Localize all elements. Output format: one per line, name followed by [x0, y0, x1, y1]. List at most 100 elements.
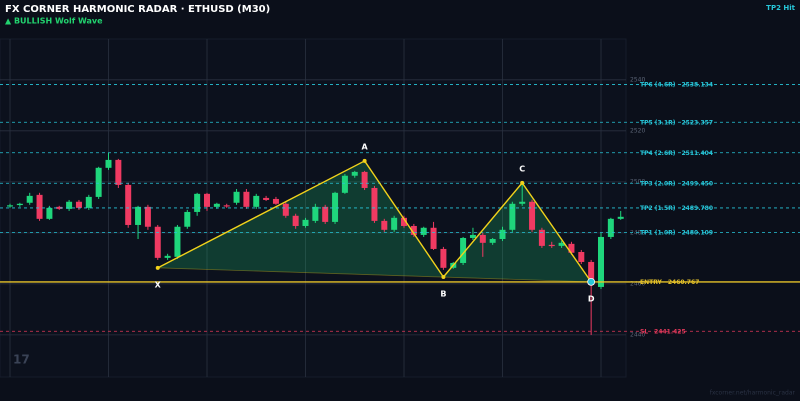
candle-body — [243, 191, 250, 207]
candle-body — [460, 237, 467, 263]
candle-body — [469, 234, 476, 238]
level-price: 2499.450 — [682, 180, 714, 187]
level-name: TP5 (3.1R) — [640, 119, 676, 126]
candle-body — [66, 201, 73, 209]
candle-body — [135, 206, 142, 225]
candle-body — [164, 255, 171, 258]
candle-body — [351, 171, 358, 176]
subtitle: ▲ BULLISH Wolf Wave — [5, 17, 103, 26]
candle-body — [588, 261, 595, 285]
watermark: 17 — [13, 353, 30, 367]
candle-body — [213, 203, 220, 207]
candle-body — [302, 219, 309, 226]
level-name: TP3 (2.0R) — [640, 180, 676, 187]
level-price: 2441.425 — [654, 328, 686, 335]
level-label: TP6 (4.6R) 2538.134 — [640, 81, 713, 88]
level-name: SL — [640, 328, 648, 335]
level-price: 2538.134 — [682, 81, 714, 88]
candle-body — [194, 193, 201, 212]
candle-body — [105, 159, 112, 168]
candle-body — [519, 201, 526, 204]
y-tick-label: 2540 — [630, 76, 645, 83]
level-name: TP2 (1.5R) — [640, 204, 676, 211]
level-label: TP2 (1.5R) 2489.780 — [640, 204, 713, 211]
y-tick-label: 2520 — [630, 127, 645, 134]
level-label: ENTRY 2460.767 — [640, 278, 699, 285]
pattern-point — [155, 265, 160, 270]
candle-body — [46, 207, 53, 219]
candle-body — [154, 226, 161, 258]
pattern-base — [157, 267, 592, 283]
level-price: 2489.780 — [682, 204, 714, 211]
point-label: B — [440, 290, 446, 299]
candle-body — [223, 205, 230, 207]
candle-body — [322, 206, 329, 222]
candle-body — [381, 220, 388, 230]
candle-body — [391, 217, 398, 230]
entry-point — [587, 277, 596, 286]
candle-body — [56, 206, 63, 209]
chart-title: FX CORNER HARMONIC RADAR · ETHUSD (M30) — [5, 4, 270, 15]
pattern-leg — [157, 160, 365, 269]
candle-body — [282, 203, 289, 216]
candle-body — [489, 238, 496, 243]
candle-body — [174, 226, 181, 257]
candle-body — [26, 195, 33, 203]
candle-body — [617, 216, 624, 219]
candle-body — [16, 203, 23, 206]
candle-body — [85, 196, 92, 208]
candle-body — [253, 195, 260, 207]
y-tick-label: 2460 — [630, 280, 645, 287]
candle-body — [578, 252, 585, 262]
candle-body — [548, 244, 555, 247]
candle-body — [7, 205, 13, 207]
point-label: D — [588, 294, 595, 303]
candle-body — [125, 184, 132, 225]
candle-body — [263, 197, 270, 200]
candle-body — [332, 192, 339, 222]
candle-body — [115, 159, 122, 185]
status: TP2 Hit — [766, 4, 795, 12]
footer: fxcorner.net/harmonic_radar — [710, 390, 796, 397]
pattern-leg — [521, 182, 592, 283]
candle-body — [75, 201, 82, 208]
level-price: 2511.404 — [682, 149, 714, 156]
level-label: TP1 (1.0R) 2480.109 — [640, 229, 713, 236]
level-name: ENTRY — [640, 278, 663, 285]
candle-body — [479, 234, 486, 243]
candle-body — [529, 201, 536, 230]
level-label: TP4 (2.6R) 2511.404 — [640, 149, 713, 156]
candle-body — [538, 229, 545, 246]
candle-body — [499, 229, 506, 239]
candle-body — [410, 225, 417, 235]
candle-body — [95, 167, 102, 197]
level-label: TP5 (3.1R) 2523.357 — [640, 119, 713, 126]
candle-body — [361, 171, 368, 188]
candle-body — [312, 206, 319, 221]
candle-body — [144, 206, 151, 227]
candle-body — [430, 227, 437, 249]
candle-body — [371, 187, 378, 221]
pattern-leg — [364, 160, 444, 278]
candle-body — [568, 243, 575, 253]
level-price: 2480.109 — [682, 229, 714, 236]
level-price: 2460.767 — [668, 278, 700, 285]
candle-body — [440, 248, 447, 268]
level-name: TP4 (2.6R) — [640, 149, 676, 156]
candle-body — [233, 191, 240, 203]
candle-body — [36, 194, 43, 219]
candle-body — [509, 203, 516, 230]
candle-body — [598, 236, 604, 287]
candle-body — [184, 211, 191, 227]
candle-body — [204, 193, 210, 207]
point-label: A — [361, 142, 368, 151]
level-label: SL 2441.425 — [640, 328, 686, 335]
pattern-point — [441, 275, 446, 280]
candle-body — [401, 217, 407, 226]
candle-body — [341, 175, 348, 193]
y-tick-label: 2500 — [630, 178, 645, 185]
level-label: TP3 (2.0R) 2499.450 — [640, 180, 713, 187]
pattern-point — [362, 158, 367, 163]
candle-body — [272, 198, 279, 204]
